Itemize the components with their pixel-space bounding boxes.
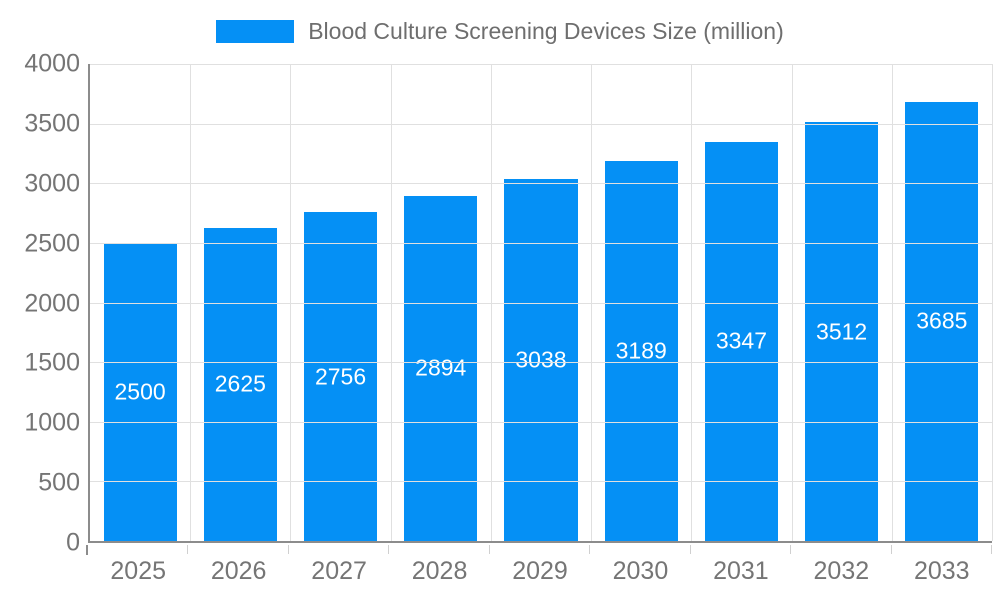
gridline <box>90 242 992 244</box>
legend: Blood Culture Screening Devices Size (mi… <box>0 18 1000 45</box>
bar-value-label: 3189 <box>615 337 667 364</box>
bar[interactable]: 3512 <box>805 122 879 541</box>
y-axis-label: 3500 <box>24 109 80 138</box>
axis-tick <box>187 545 189 554</box>
bar-value-label: 3347 <box>715 327 767 354</box>
bar[interactable]: 2894 <box>404 195 478 541</box>
x-axis-label: 2026 <box>210 557 267 585</box>
gridline <box>90 123 992 125</box>
y-axis-label: 1500 <box>24 348 80 377</box>
gridline <box>90 421 992 423</box>
x-axis-ticks <box>86 545 992 555</box>
legend-item[interactable]: Blood Culture Screening Devices Size (mi… <box>216 18 784 45</box>
plot-area: 2500 2625 2756 2894 3038 3189 3347 3512 3685 <box>88 64 993 543</box>
x-axis-label: 2027 <box>311 557 367 585</box>
bar[interactable]: 3189 <box>604 160 678 541</box>
y-axis-label: 2500 <box>24 229 80 258</box>
gridline <box>190 64 192 541</box>
bar-column: 3512 <box>792 64 892 541</box>
x-axis-label: 2029 <box>512 557 568 585</box>
bar-column: 3347 <box>691 64 791 541</box>
y-axis-label: 3000 <box>24 169 80 198</box>
y-axis-label: 0 <box>66 528 80 557</box>
x-axis-label: 2033 <box>913 557 970 585</box>
axis-tick <box>689 545 691 554</box>
gridline <box>791 64 793 541</box>
y-axis-label: 500 <box>38 468 80 497</box>
x-axis-label: 2028 <box>411 557 468 585</box>
y-axis-label: 4000 <box>24 49 80 78</box>
bar[interactable]: 2625 <box>203 227 277 541</box>
bars-container: 2500 2625 2756 2894 3038 3189 3347 3512 3685 <box>90 64 992 541</box>
bar-column: 2756 <box>290 64 390 541</box>
bar[interactable]: 2500 <box>103 242 177 541</box>
gridline <box>891 64 893 541</box>
bar[interactable]: 3347 <box>704 141 778 541</box>
gridline <box>90 481 992 483</box>
gridline <box>290 64 292 541</box>
y-axis-label: 1000 <box>24 408 80 437</box>
x-axis-label: 2032 <box>813 557 870 585</box>
axis-tick <box>589 545 591 554</box>
gridline <box>90 362 992 364</box>
legend-swatch <box>216 20 295 43</box>
bar-column: 3038 <box>491 64 591 541</box>
gridline <box>390 64 392 541</box>
bar-column: 2894 <box>391 64 491 541</box>
gridline <box>992 64 993 541</box>
bar-value-label: 2625 <box>214 370 266 397</box>
bar[interactable]: 3685 <box>905 101 979 541</box>
gridline <box>691 64 693 541</box>
axis-tick <box>488 545 490 554</box>
gridline <box>490 64 492 541</box>
bar-value-label: 2894 <box>415 354 467 381</box>
bar-column: 2500 <box>90 64 190 541</box>
bar-value-label: 3038 <box>515 346 567 373</box>
gridline <box>90 302 992 304</box>
bar-value-label: 2756 <box>314 363 367 390</box>
bar-column: 3685 <box>892 64 992 541</box>
gridline <box>591 64 593 541</box>
bar[interactable]: 2756 <box>303 212 378 541</box>
x-axis-label: 2025 <box>110 557 167 585</box>
axis-tick <box>287 545 289 554</box>
axis-tick <box>991 545 992 554</box>
bar-column: 2625 <box>190 64 290 541</box>
bar-column: 3189 <box>591 64 691 541</box>
y-axis-label: 2000 <box>24 289 80 317</box>
bar[interactable]: 3038 <box>504 178 578 541</box>
x-axis: 2025 2026 2027 2028 2029 2030 2031 2032 2033 <box>88 557 992 589</box>
axis-tick <box>790 545 792 554</box>
y-axis: 0 500 1000 1500 2000 2500 3000 3500 4000 <box>0 50 80 557</box>
axis-tick <box>388 545 390 554</box>
x-axis-label: 2030 <box>612 557 669 585</box>
gridline <box>90 64 992 65</box>
x-axis-label: 2031 <box>713 557 769 585</box>
bar-value-label: 2500 <box>114 378 166 405</box>
legend-label: Blood Culture Screening Devices Size (mi… <box>308 18 784 44</box>
gridline <box>90 183 992 185</box>
bar-value-label: 3685 <box>916 307 968 334</box>
axis-tick <box>86 545 88 555</box>
axis-tick <box>890 545 892 554</box>
bar-value-label: 3512 <box>816 318 868 345</box>
